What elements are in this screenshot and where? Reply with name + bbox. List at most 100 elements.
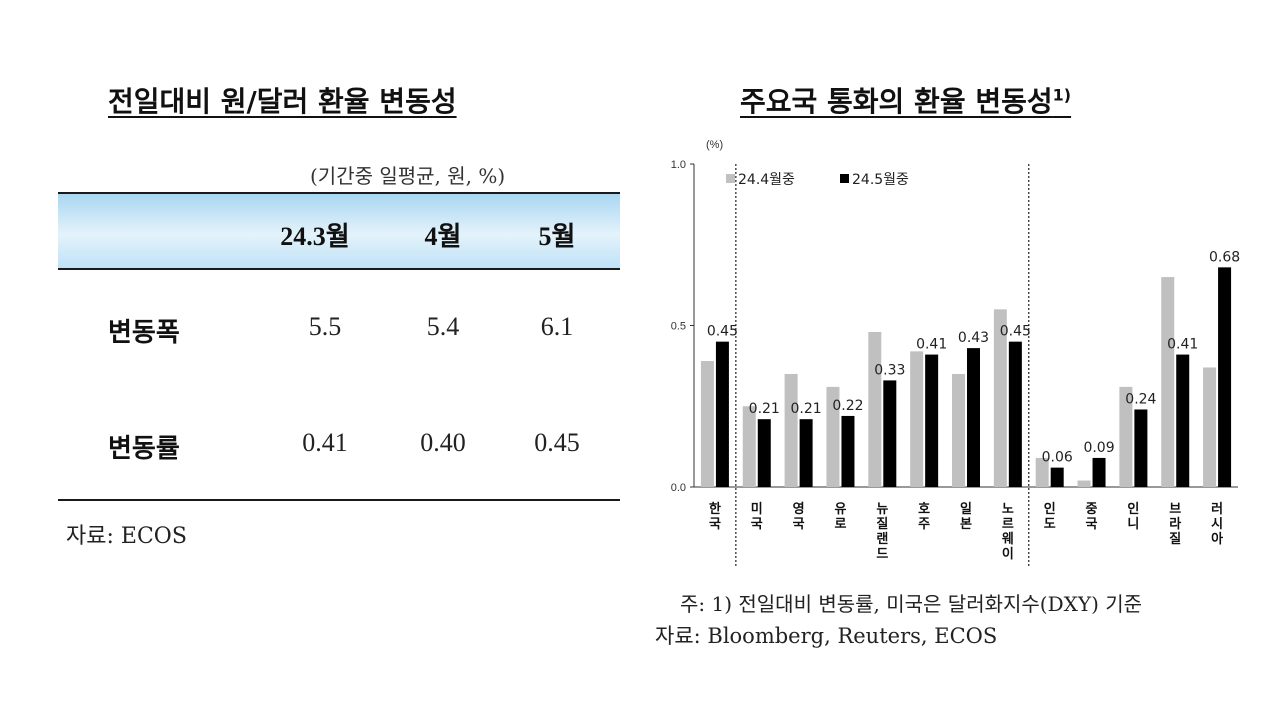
x-category-label-char: 러 xyxy=(1211,501,1223,517)
legend-swatch xyxy=(840,174,849,183)
bar-may xyxy=(883,380,897,487)
data-label: 0.21 xyxy=(791,401,822,417)
x-category-label-char: 질 xyxy=(876,517,888,532)
bar-apr xyxy=(1077,480,1091,487)
bar-apr xyxy=(910,351,924,487)
table-bottom-rule xyxy=(58,499,620,501)
bar-may xyxy=(841,415,855,487)
x-category-label-char: 중 xyxy=(1086,502,1098,517)
table-source: 자료: ECOS xyxy=(66,524,187,549)
bar-may xyxy=(1092,457,1106,487)
bar-apr xyxy=(826,386,840,487)
legend-label: 24.4월중 xyxy=(738,172,795,188)
x-category-label-char: 호 xyxy=(918,502,930,517)
column-header-may: 5월 xyxy=(538,222,576,251)
bar-apr xyxy=(784,373,798,487)
table-unit-note: (기간중 일평균, 원, %) xyxy=(310,164,506,188)
x-category-label-char: 웨 xyxy=(1002,531,1014,547)
x-category-label-char: 시 xyxy=(1211,517,1223,532)
chart-source: 자료: Bloomberg, Reuters, ECOS xyxy=(655,624,998,648)
x-category-label-char: 국 xyxy=(793,517,805,532)
x-category-label-char: 노 xyxy=(1002,502,1014,517)
table-cell: 0.41 xyxy=(302,428,348,457)
table-cell: 0.40 xyxy=(420,428,466,457)
data-label: 0.43 xyxy=(958,330,989,346)
bar-may xyxy=(1134,409,1148,487)
bar-may xyxy=(1050,467,1064,487)
bar-may xyxy=(1218,267,1232,487)
x-category-label-char: 주 xyxy=(918,517,930,532)
bar-apr xyxy=(1119,386,1133,487)
bar-may xyxy=(1008,341,1022,487)
x-category-label-char: 랜 xyxy=(876,531,888,547)
data-label: 0.41 xyxy=(916,337,947,353)
column-header-apr: 4월 xyxy=(424,222,462,251)
bar-may xyxy=(967,348,980,487)
x-category-label-char: 인 xyxy=(1044,501,1056,517)
x-category-label-char: 영 xyxy=(793,502,805,517)
x-category-label-char: 르 xyxy=(1002,517,1014,532)
x-category-label-char: 로 xyxy=(834,517,846,532)
table-cell: 0.45 xyxy=(534,428,580,457)
x-category-label-char: 브 xyxy=(1169,502,1181,517)
x-category-label-char: 드 xyxy=(876,547,888,562)
x-category-label-char: 인 xyxy=(1127,501,1139,517)
y-tick-label: 0.0 xyxy=(671,482,686,494)
bar-may xyxy=(1176,354,1190,487)
bar-apr xyxy=(1203,367,1217,487)
x-category-label-char: 한 xyxy=(709,501,721,517)
bar-may xyxy=(715,341,729,487)
y-tick-label: 0.5 xyxy=(671,321,686,333)
data-label: 0.33 xyxy=(874,362,905,378)
column-header-2403: 24.3월 xyxy=(280,222,350,251)
bar-apr xyxy=(742,406,756,487)
chart-title-footnote-mark: 1) xyxy=(1052,85,1072,105)
table-cell: 6.1 xyxy=(540,312,574,341)
bar-apr xyxy=(993,309,1007,487)
row-label-change-width: 변동폭 xyxy=(108,318,180,348)
table-header-row: 24.3월 4월 5월 xyxy=(58,192,620,270)
x-category-label-char: 국 xyxy=(709,517,721,532)
y-axis-unit-label: (%) xyxy=(706,139,723,151)
chart-title: 주요국 통화의 환율 변동성1) xyxy=(740,80,1071,120)
bar-apr xyxy=(952,373,965,487)
data-label: 0.45 xyxy=(707,324,738,340)
x-category-label-char: 뉴 xyxy=(876,502,888,517)
x-category-label-char: 질 xyxy=(1169,532,1181,547)
bar-apr xyxy=(700,361,714,487)
bar-may xyxy=(757,419,771,487)
x-category-label-char: 라 xyxy=(1169,516,1181,532)
chart-title-text: 주요국 통화의 환율 변동성 xyxy=(740,85,1053,118)
table-cell: 5.4 xyxy=(426,312,460,341)
x-category-label-char: 유 xyxy=(834,502,846,517)
bar-chart: 0.0 0.5 1.0 (%) 24.4월중 24.5월중 0.45 한국 0.21 미국 0.21… xyxy=(671,139,1240,567)
x-category-label-char: 니 xyxy=(1127,517,1139,532)
x-category-label-char: 일 xyxy=(960,502,972,517)
data-label: 0.06 xyxy=(1042,450,1073,466)
x-category-label-char: 국 xyxy=(1086,517,1098,532)
data-label: 0.09 xyxy=(1083,440,1114,456)
x-category-label-char: 본 xyxy=(960,517,972,532)
legend-label: 24.5월중 xyxy=(852,172,909,188)
table-title: 전일대비 원/달러 환율 변동성 xyxy=(108,85,457,118)
bar-apr xyxy=(1035,457,1049,487)
data-label: 0.24 xyxy=(1125,391,1156,407)
x-category-label-char: 미 xyxy=(751,501,763,517)
bar-may xyxy=(925,354,939,487)
row-label-change-rate: 변동률 xyxy=(108,434,180,464)
y-tick-label: 1.0 xyxy=(671,159,686,171)
bar-apr xyxy=(1161,277,1175,487)
x-category-label-char: 도 xyxy=(1044,517,1056,532)
chart-footnote: 주: 1) 전일대비 변동률, 미국은 달러화지수(DXY) 기준 xyxy=(680,592,1143,616)
x-category-label-char: 국 xyxy=(751,517,763,532)
data-label: 0.22 xyxy=(832,398,863,414)
x-category-label-char: 이 xyxy=(1002,546,1014,562)
data-label: 0.68 xyxy=(1209,249,1240,265)
data-label: 0.45 xyxy=(1000,324,1031,340)
table-cell: 5.5 xyxy=(308,312,342,341)
x-category-label-char: 아 xyxy=(1211,531,1223,547)
data-label: 0.41 xyxy=(1167,337,1198,353)
data-label: 0.21 xyxy=(749,401,780,417)
bar-apr xyxy=(868,331,882,487)
bar-may xyxy=(799,419,813,487)
